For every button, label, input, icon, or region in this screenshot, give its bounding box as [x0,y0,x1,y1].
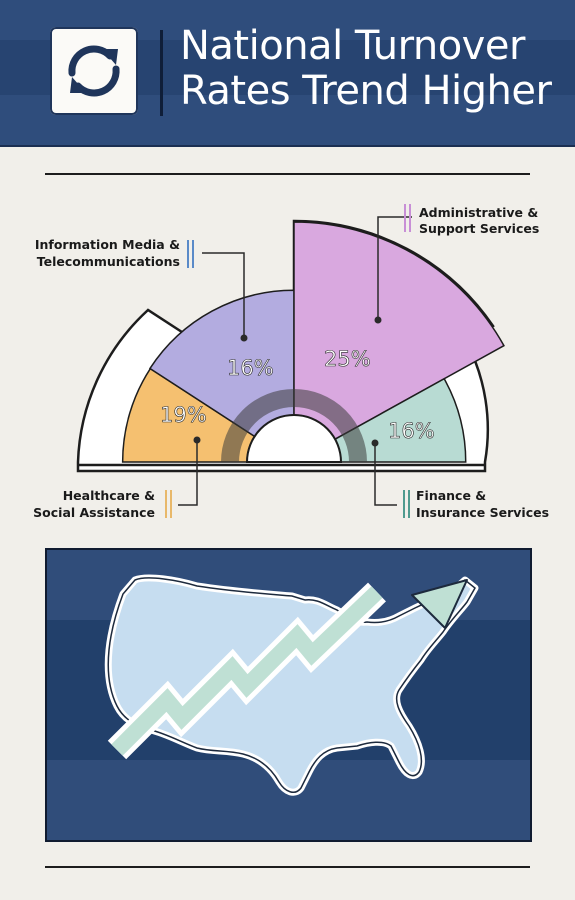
label-admin-1: Administrative & [419,205,538,220]
refresh-icon-tile [50,27,138,115]
value-label-finance: 16% [388,419,435,443]
page-title: National Turnover Rates Trend Higher [180,24,560,114]
trend-up-arrow-icon [111,586,383,756]
title-line-2: Rates Trend Higher [180,68,552,114]
label-admin-2: Support Services [419,221,539,236]
bottom-divider [45,866,530,868]
map-illustration-panel [45,548,532,842]
title-divider [160,30,163,116]
usa-trend-illustration [104,574,479,796]
title-line-1: National Turnover [180,23,525,69]
value-label-info-media: 16% [227,356,274,380]
label-healthcare-2: Social Assistance [33,505,155,520]
header-banner: National Turnover Rates Trend Higher [0,0,575,147]
chart-inner-ring [221,389,367,463]
label-finance-1: Finance & [416,488,486,503]
leader-lines [178,216,412,506]
leader-dots [193,316,382,447]
value-label-healthcare: 19% [160,403,207,427]
label-markers [165,204,411,518]
label-finance-2: Insurance Services [416,505,549,520]
trend-arrow-head [411,579,468,629]
chart-center-hole [245,414,343,463]
top-divider [45,173,530,175]
label-healthcare-1: Healthcare & [63,488,155,503]
value-label-admin: 25% [324,347,371,371]
label-info-1: Information Media & [35,237,180,252]
label-info-2: Telecommunications [37,254,180,269]
usa-map-icon [104,574,479,796]
refresh-cycle-icon [68,45,120,97]
turnover-rose-chart: 19% 16% 25% 16% Healthcare & Social Assi… [33,204,549,520]
